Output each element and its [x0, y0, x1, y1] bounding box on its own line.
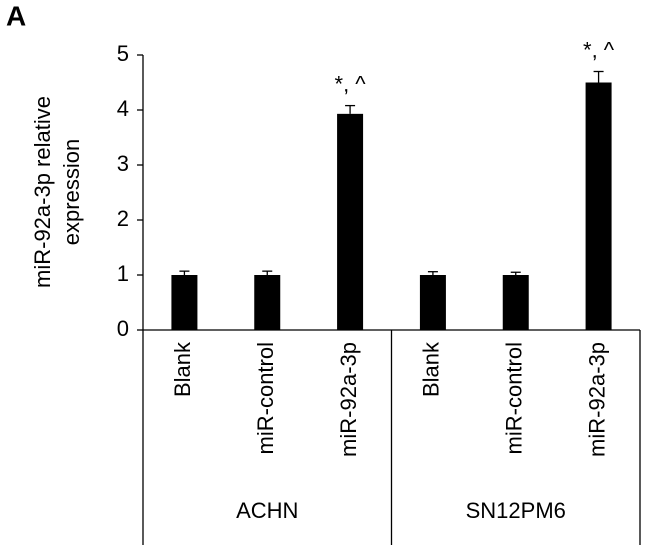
- bar: [254, 275, 281, 330]
- group-label: SN12PM6: [466, 498, 566, 523]
- y-tick-label: 1: [117, 261, 129, 286]
- group-label: ACHN: [236, 498, 298, 523]
- bar: [502, 275, 529, 330]
- panel-label: A: [6, 0, 26, 31]
- x-tick-label: miR-control: [253, 342, 278, 454]
- bar: [171, 275, 198, 330]
- y-tick-label: 3: [117, 151, 129, 176]
- y-tick-label: 4: [117, 96, 129, 121]
- x-tick-label: Blank: [419, 341, 444, 397]
- annotation: *, ^: [335, 71, 367, 96]
- y-axis-label: expression: [59, 139, 84, 245]
- y-axis-label: miR-92a-3p relative: [30, 96, 55, 288]
- y-tick-label: 0: [117, 316, 129, 341]
- x-tick-label: miR-92a-3p: [336, 342, 361, 457]
- bar: [585, 82, 612, 330]
- x-tick-label: miR-92a-3p: [584, 342, 609, 457]
- x-tick-label: Blank: [170, 341, 195, 397]
- x-tick-label: miR-control: [502, 342, 527, 454]
- annotation: *, ^: [583, 37, 615, 62]
- bar: [337, 113, 364, 330]
- bar: [419, 275, 446, 330]
- y-tick-label: 2: [117, 206, 129, 231]
- y-tick-label: 5: [117, 41, 129, 66]
